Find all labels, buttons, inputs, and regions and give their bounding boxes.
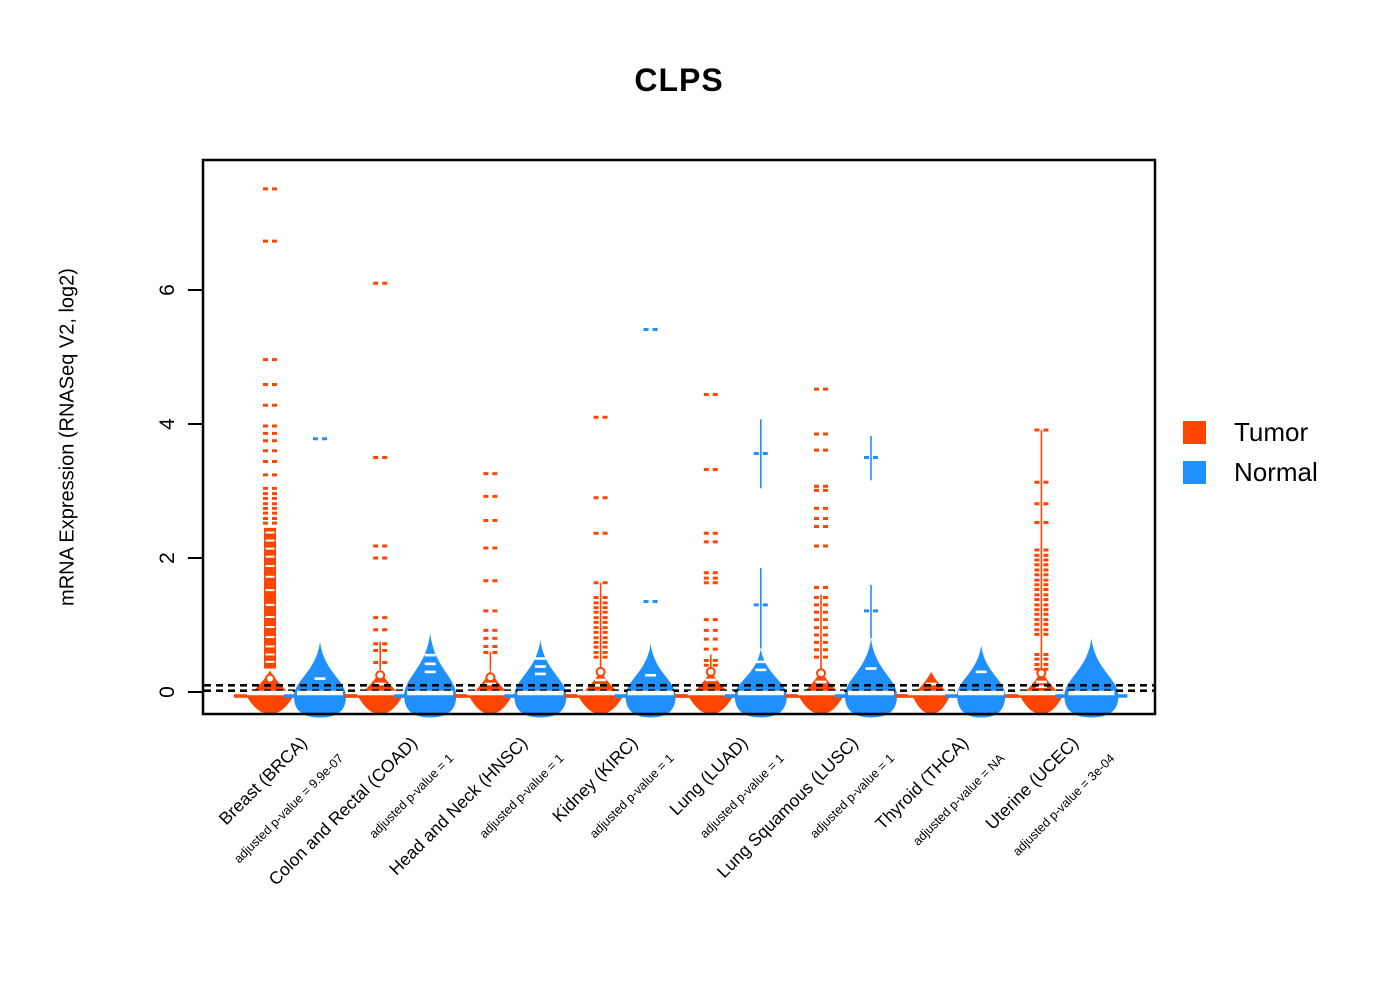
x-pvalue-UCEC: adjusted p-value = 3e-04 — [1010, 751, 1117, 858]
open-point-ring — [595, 666, 606, 677]
violin-body — [625, 643, 676, 718]
page-title: CLPS — [634, 62, 724, 98]
group-LUAD: Lung (LUAD)adjusted p-value = 1 — [665, 393, 787, 841]
group-LUSC: Lung Squamous (LUSC)adjusted p-value = 1 — [713, 387, 897, 882]
legend: Tumor Normal — [1183, 412, 1318, 492]
violin-body — [845, 638, 897, 718]
open-point-ring — [705, 666, 716, 677]
y-tick-label: 4 — [156, 418, 179, 430]
open-point-ring — [816, 668, 826, 679]
plot-box — [201, 158, 1157, 716]
y-tick-label: 0 — [156, 686, 179, 698]
tumor-swatch-icon — [1183, 420, 1206, 444]
normal-swatch-icon — [1183, 460, 1206, 484]
violin-body — [404, 633, 457, 718]
group-KIRC: Kidney (KIRC)adjusted p-value = 1 — [548, 328, 677, 841]
legend-item-tumor: Tumor — [1183, 412, 1318, 452]
group-BRCA: Breast (BRCA)adjusted p-value = 9.9e-07 — [215, 187, 346, 866]
x-label-BRCA: Breast (BRCA) — [215, 733, 311, 829]
violin-body — [1064, 638, 1119, 718]
violin-body — [957, 645, 1006, 718]
legend-item-normal: Normal — [1183, 452, 1318, 492]
open-point-ring — [1036, 668, 1047, 679]
x-label-KIRC: Kidney (KIRC) — [548, 733, 641, 826]
violin-body — [734, 648, 787, 718]
violin-body — [514, 639, 567, 718]
open-point-ring — [375, 670, 386, 681]
group-UCEC: Uterine (UCEC)adjusted p-value = 3e-04 — [981, 428, 1119, 859]
dense-point-column — [264, 527, 276, 669]
x-label-UCEC: Uterine (UCEC) — [981, 733, 1082, 834]
open-point-ring — [265, 673, 275, 684]
legend-label-normal: Normal — [1234, 456, 1318, 487]
open-point-ring — [485, 672, 496, 683]
legend-label-tumor: Tumor — [1234, 416, 1309, 447]
y-tick-label: 2 — [156, 552, 179, 564]
y-tick-label: 6 — [156, 284, 179, 296]
x-label-THCA: Thyroid (THCA) — [871, 733, 972, 834]
